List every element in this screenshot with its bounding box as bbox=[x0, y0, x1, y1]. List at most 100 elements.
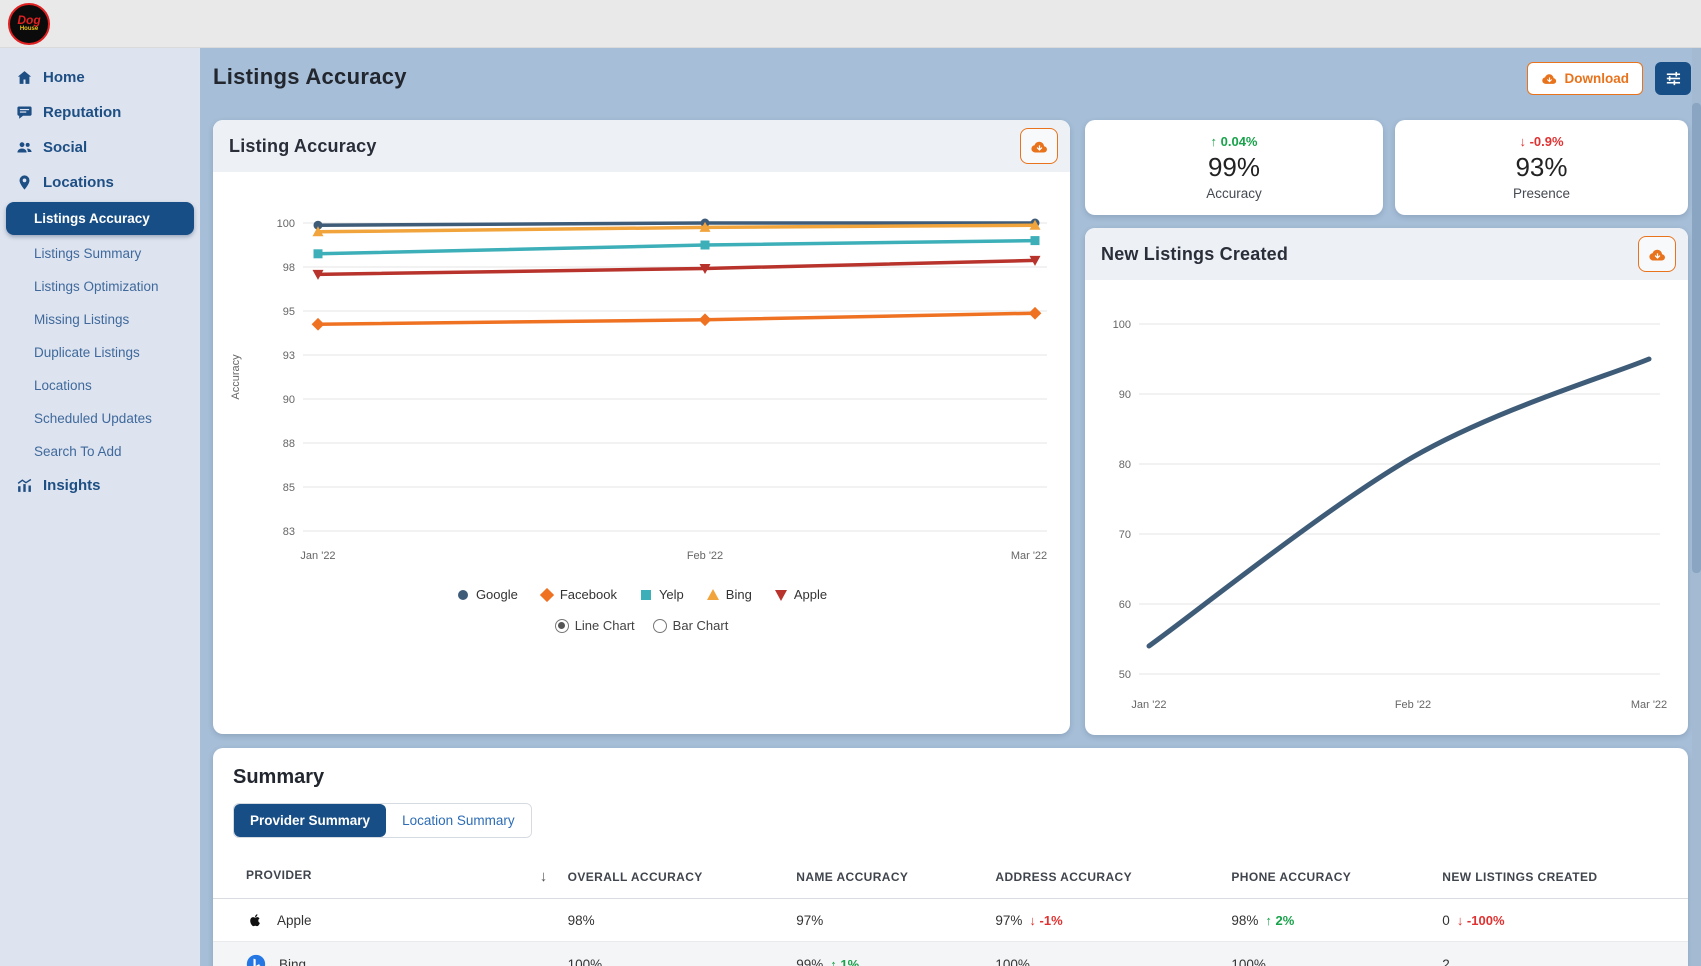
bar-chart-radio[interactable]: Bar Chart bbox=[652, 618, 728, 633]
legend-item-yelp[interactable]: Yelp bbox=[639, 587, 684, 602]
sidebar-item-social[interactable]: Social bbox=[0, 130, 200, 165]
legend-label: Google bbox=[475, 587, 518, 602]
line-chart-radio-input[interactable] bbox=[554, 618, 569, 633]
new-listings-line-chart: 100 90 80 70 60 50 Jan '22 Feb '22 Mar '22 bbox=[1113, 319, 1668, 711]
provider-name: Bing bbox=[279, 956, 307, 966]
sidebar-item-label: Home bbox=[43, 69, 85, 86]
svg-text:Jan '22: Jan '22 bbox=[1131, 699, 1166, 711]
tab-location-summary[interactable]: Location Summary bbox=[386, 804, 531, 837]
sidebar-nav: Home Reputation Social Locations Listings Ac… bbox=[0, 48, 200, 966]
chart-type-controls: Line Chart Bar Chart bbox=[223, 618, 1060, 633]
page-title: Listings Accuracy bbox=[213, 64, 407, 89]
svg-text:Accuracy: Accuracy bbox=[230, 354, 242, 400]
logo-text-line1: Dog bbox=[17, 13, 41, 27]
chart-download-button[interactable] bbox=[1020, 128, 1058, 164]
apple-icon bbox=[246, 911, 264, 929]
listing-accuracy-card: Listing Accuracy 100 98 95 93 90 88 85 83 Jan '2… bbox=[213, 120, 1070, 734]
svg-text:90: 90 bbox=[1119, 389, 1131, 401]
column-header-overall-accuracy[interactable]: OVERALL ACCURACY bbox=[559, 854, 789, 899]
table-cell: 97% ↓ -1% bbox=[987, 898, 1224, 942]
column-header-new-listings-created[interactable]: NEW LISTINGS CREATED bbox=[1434, 854, 1688, 899]
sidebar-item-label: Locations bbox=[43, 174, 114, 191]
filter-button[interactable] bbox=[1655, 62, 1691, 95]
svg-text:Mar '22: Mar '22 bbox=[1631, 699, 1667, 711]
svg-text:98: 98 bbox=[283, 262, 295, 274]
sidebar-item-label: Social bbox=[43, 139, 88, 156]
sidebar-subitem-duplicate-listings[interactable]: Duplicate Listings bbox=[34, 345, 140, 360]
table-cell: 100% bbox=[559, 941, 789, 966]
sidebar-subitem-missing-listings[interactable]: Missing Listings bbox=[34, 312, 130, 327]
column-header-provider[interactable]: PROVIDER ↓ bbox=[213, 854, 560, 899]
legend-item-apple[interactable]: Apple bbox=[774, 587, 827, 602]
legend-item-google[interactable]: Google bbox=[456, 587, 518, 602]
negative-change-badge: ↓ -100% bbox=[1456, 912, 1505, 928]
svg-text:90: 90 bbox=[283, 394, 295, 406]
line-chart-radio-label: Line Chart bbox=[574, 618, 635, 633]
chart-download-button[interactable] bbox=[1638, 236, 1676, 272]
sidebar-item-locations[interactable]: Locations bbox=[0, 165, 200, 200]
accuracy-change: ↑ 0.04% bbox=[1210, 134, 1258, 149]
listing-accuracy-chart-area: 100 98 95 93 90 88 85 83 Jan '22 Feb '22 Mar '22 Ac… bbox=[213, 172, 1070, 633]
column-header-address-accuracy[interactable]: ADDRESS ACCURACY bbox=[987, 854, 1224, 899]
cloud-download-icon bbox=[1541, 70, 1558, 87]
table-row-apple: Apple 98% 97% 97% ↓ -1% 98% ↑ 2% 0 ↓ -100% bbox=[213, 898, 1688, 942]
summary-card: Summary Provider Summary Location Summar… bbox=[213, 748, 1688, 966]
presence-value: 93% bbox=[1515, 152, 1568, 182]
column-header-phone-accuracy[interactable]: PHONE ACCURACY bbox=[1223, 854, 1435, 899]
sidebar-subitem-search-to-add[interactable]: Search To Add bbox=[34, 444, 122, 459]
table-cell: 98% ↑ 2% bbox=[1223, 898, 1435, 942]
people-icon bbox=[16, 139, 33, 156]
table-cell: 2 bbox=[1434, 941, 1688, 966]
summary-table: PROVIDER ↓ OVERALL ACCURACY NAME ACCURACY AD… bbox=[213, 854, 1688, 966]
legend-label: Facebook bbox=[559, 587, 617, 602]
bar-chart-radio-input[interactable] bbox=[652, 618, 667, 633]
accuracy-stat-label: Accuracy bbox=[1206, 186, 1262, 201]
top-bar: Dog House bbox=[0, 0, 1701, 48]
svg-text:88: 88 bbox=[283, 438, 295, 450]
legend-item-facebook[interactable]: Facebook bbox=[539, 587, 617, 602]
sidebar-subitem-listings-summary[interactable]: Listings Summary bbox=[34, 246, 142, 261]
download-button[interactable]: Download bbox=[1526, 62, 1643, 95]
tab-provider-summary[interactable]: Provider Summary bbox=[234, 804, 387, 837]
down-arrow-icon: ↓ bbox=[1519, 134, 1526, 149]
svg-text:Feb '22: Feb '22 bbox=[1395, 699, 1431, 711]
page-scrollbar-track[interactable] bbox=[1692, 48, 1701, 966]
svg-text:85: 85 bbox=[283, 482, 295, 494]
legend-label: Apple bbox=[793, 587, 828, 602]
table-cell: 0 ↓ -100% bbox=[1434, 898, 1688, 942]
listing-accuracy-card-header: Listing Accuracy bbox=[213, 120, 1070, 172]
cloud-download-icon bbox=[1648, 245, 1667, 264]
column-header-name-accuracy[interactable]: NAME ACCURACY bbox=[788, 854, 988, 899]
sidebar-subitem-scheduled-updates[interactable]: Scheduled Updates bbox=[34, 411, 152, 426]
line-chart-radio[interactable]: Line Chart bbox=[554, 618, 635, 633]
svg-text:100: 100 bbox=[1113, 319, 1131, 331]
sidebar-item-insights[interactable]: Insights bbox=[0, 468, 200, 503]
page-scrollbar-thumb[interactable] bbox=[1692, 103, 1701, 573]
location-pin-icon bbox=[16, 174, 33, 191]
svg-text:50: 50 bbox=[1119, 669, 1131, 681]
dog-house-logo[interactable]: Dog House bbox=[8, 3, 50, 45]
new-listings-card-header: New Listings Created bbox=[1085, 228, 1688, 280]
svg-text:83: 83 bbox=[283, 526, 295, 538]
legend-item-bing[interactable]: Bing bbox=[706, 587, 752, 602]
table-row-bing: Bing 100% 99% ↑ 1% 100% 100% 2 bbox=[213, 941, 1688, 966]
svg-text:Jan '22: Jan '22 bbox=[300, 550, 335, 562]
cloud-download-icon bbox=[1030, 137, 1049, 156]
home-icon bbox=[16, 69, 33, 86]
new-listings-chart-area: 100 90 80 70 60 50 Jan '22 Feb '22 Mar '22 bbox=[1085, 280, 1688, 732]
presence-stat-card: ↓ -0.9% 93% Presence bbox=[1395, 120, 1688, 215]
chart-legend: Google Facebook Yelp Bing Apple bbox=[223, 587, 1060, 602]
sidebar-subitem-listings-accuracy[interactable]: Listings Accuracy bbox=[6, 202, 194, 235]
sidebar-item-reputation[interactable]: Reputation bbox=[0, 95, 200, 130]
sidebar-subitem-listings-optimization[interactable]: Listings Optimization bbox=[34, 279, 159, 294]
main-content: Listings Accuracy Download Listing Accur… bbox=[200, 48, 1701, 966]
summary-title: Summary bbox=[233, 766, 325, 788]
sort-down-arrow-icon[interactable]: ↓ bbox=[539, 868, 548, 885]
presence-change: ↓ -0.9% bbox=[1519, 134, 1564, 149]
sidebar-subitem-locations[interactable]: Locations bbox=[34, 378, 92, 393]
sidebar-item-home[interactable]: Home bbox=[0, 60, 200, 95]
table-cell: 97% bbox=[788, 898, 988, 942]
svg-text:70: 70 bbox=[1119, 529, 1131, 541]
download-button-label: Download bbox=[1564, 71, 1630, 86]
svg-text:100: 100 bbox=[277, 218, 295, 230]
